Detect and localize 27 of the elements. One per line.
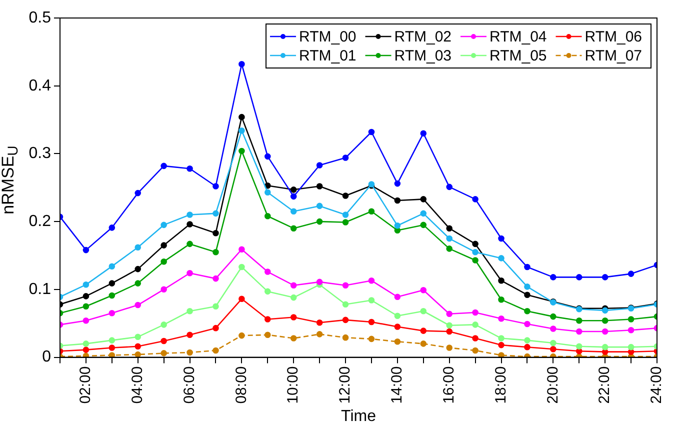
x-tick-label: 06:00	[180, 366, 198, 404]
x-tick-label: 02:00	[77, 366, 94, 404]
x-tick-label: 08:00	[232, 366, 250, 404]
x-tick-label: 18:00	[492, 366, 510, 404]
x-tick-label: 04:00	[129, 366, 146, 404]
y-tick-label: 0	[42, 348, 52, 366]
x-tick-label: 20:00	[544, 366, 562, 404]
x-tick-label: 22:00	[596, 366, 614, 404]
legend-label: RTM_07	[584, 48, 642, 65]
legend-label: RTM_06	[584, 28, 642, 46]
x-tick-label: 16:00	[440, 366, 458, 404]
y-tick-label: 0.2	[28, 212, 52, 230]
x-tick-label: 24:00	[648, 366, 666, 404]
legend-label: RTM_03	[394, 48, 452, 65]
legend-label: RTM_00	[299, 28, 356, 46]
y-tick-label: 0.5	[28, 9, 52, 26]
y-tick-label: 0.4	[28, 77, 52, 94]
y-tick-label: 0.3	[28, 145, 52, 162]
legend-label: RTM_02	[394, 28, 452, 46]
legend-label: RTM_01	[299, 48, 356, 65]
y-tick-label: 0.1	[28, 280, 52, 298]
x-tick-label: 10:00	[284, 366, 302, 404]
legend-label: RTM_05	[490, 48, 547, 65]
legend-label: RTM_04	[490, 28, 547, 46]
x-tick-label: 14:00	[388, 366, 406, 404]
x-tick-label: 12:00	[336, 366, 354, 404]
x-axis-title: Time	[341, 408, 376, 425]
